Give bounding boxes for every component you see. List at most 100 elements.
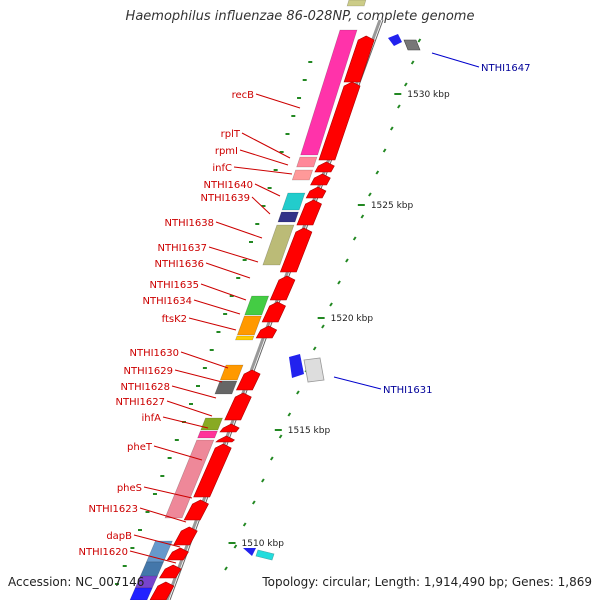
gene-arrow [166, 547, 189, 561]
tick-dash [389, 126, 394, 131]
tick-dash [352, 236, 357, 241]
gene-label: NTHI1634 [142, 296, 192, 307]
gene-block [236, 315, 262, 336]
tick-dash [337, 280, 341, 285]
leader-line [241, 132, 291, 159]
gene-block [403, 39, 421, 51]
tick-dash [321, 324, 325, 329]
gene-arrow [224, 392, 252, 421]
gene-label: ftsK2 [162, 314, 187, 325]
leader-line [255, 93, 301, 109]
gene-arrow [235, 369, 261, 391]
tick-dash [360, 214, 365, 219]
leader-line [193, 299, 241, 315]
accession-text: Accession: NC_007146 [8, 575, 145, 589]
gene-block [277, 211, 299, 223]
gene-label: NTHI1640 [203, 180, 253, 191]
gene-arrow [269, 275, 296, 301]
gene-block [214, 380, 238, 395]
leader-line [129, 550, 177, 564]
scale-label: 1515 kbp [288, 426, 331, 436]
gene-block [289, 354, 304, 378]
gene-block [139, 561, 164, 579]
gene-arrow [296, 199, 322, 226]
gene-arrow [279, 227, 313, 273]
tick-dash [224, 566, 228, 571]
leader-line [162, 416, 209, 429]
scale-label: 1520 kbp [331, 314, 374, 324]
leader-line [139, 507, 187, 523]
gene-block [200, 417, 223, 431]
gene-label: NTHI1620 [78, 547, 128, 558]
gene-arrow [343, 35, 375, 83]
gene-arrow [255, 325, 278, 339]
gene-label: rplT [221, 129, 241, 140]
leader-line [174, 369, 223, 383]
highlight-label: NTHI1631 [383, 385, 433, 396]
tick-dash [403, 82, 408, 87]
tick-dash [261, 478, 265, 483]
gene-arrow [318, 81, 361, 161]
tick-dash [382, 148, 387, 153]
gene-block [219, 364, 244, 381]
gene-label: NTHI1629 [123, 366, 173, 377]
leader-line [205, 262, 251, 279]
gene-block [244, 295, 270, 316]
gene-arrow [219, 423, 240, 433]
leader-line [431, 52, 480, 68]
gene-label: ihfA [142, 413, 162, 424]
tick-dash [410, 60, 415, 65]
gene-label: NTHI1635 [149, 280, 199, 291]
gene-block [235, 335, 255, 341]
tick-dash [417, 38, 422, 43]
leader-line [208, 246, 259, 263]
gene-label: NTHI1630 [129, 348, 179, 359]
leader-line [188, 317, 237, 331]
gene-arrow [173, 526, 198, 546]
gene-label: NTHI1637 [157, 243, 207, 254]
tick-dash [287, 412, 292, 417]
tick-dash [368, 192, 372, 197]
tick-dash [312, 346, 317, 351]
gene-label: NTHI1628 [120, 382, 170, 393]
gene-label: pheS [117, 483, 142, 494]
leader-line [166, 400, 213, 417]
gene-block [262, 224, 295, 266]
leader-line [233, 166, 293, 175]
gene-arrow [159, 564, 182, 579]
gene-block [281, 192, 306, 211]
gene-arrow [310, 173, 331, 186]
tick-dash [375, 170, 380, 175]
gene-arrow [149, 581, 175, 600]
gene-block [197, 430, 218, 439]
gene-arrow [215, 435, 235, 443]
gene-label: infC [212, 163, 232, 174]
leader-layer [129, 52, 480, 564]
tick-layer [114, 38, 422, 585]
genome-title: Haemophilus influenzae 86-028NP, complet… [125, 9, 475, 24]
gene-block [129, 587, 153, 600]
label-layer: 1530 kbp 1525 kbp 1520 kbp 1515 kbp 1510 kbp… [78, 63, 530, 558]
tick-dash [252, 500, 256, 505]
leader-line [171, 385, 217, 399]
leader-line [333, 376, 382, 390]
tick-dash [345, 258, 349, 263]
topology-text: Topology: circular; Length: 1,914,490 bp… [262, 575, 592, 589]
leader-line [215, 221, 263, 239]
highlight-label: NTHI1647 [481, 63, 531, 74]
tick-dash [269, 456, 274, 461]
gene-label: recB [232, 90, 255, 101]
gene-block [243, 548, 256, 556]
leader-line [180, 351, 229, 369]
gene-arrow [314, 161, 335, 173]
leader-line [254, 183, 281, 197]
tick-dash [242, 522, 247, 527]
gene-label: NTHI1638 [164, 218, 214, 229]
gene-label: rpmI [215, 146, 238, 157]
gene-arrow [305, 186, 327, 199]
leader-line [200, 283, 247, 301]
leader-line [251, 196, 271, 215]
gene-block [300, 29, 358, 156]
tick-dash [397, 104, 401, 109]
